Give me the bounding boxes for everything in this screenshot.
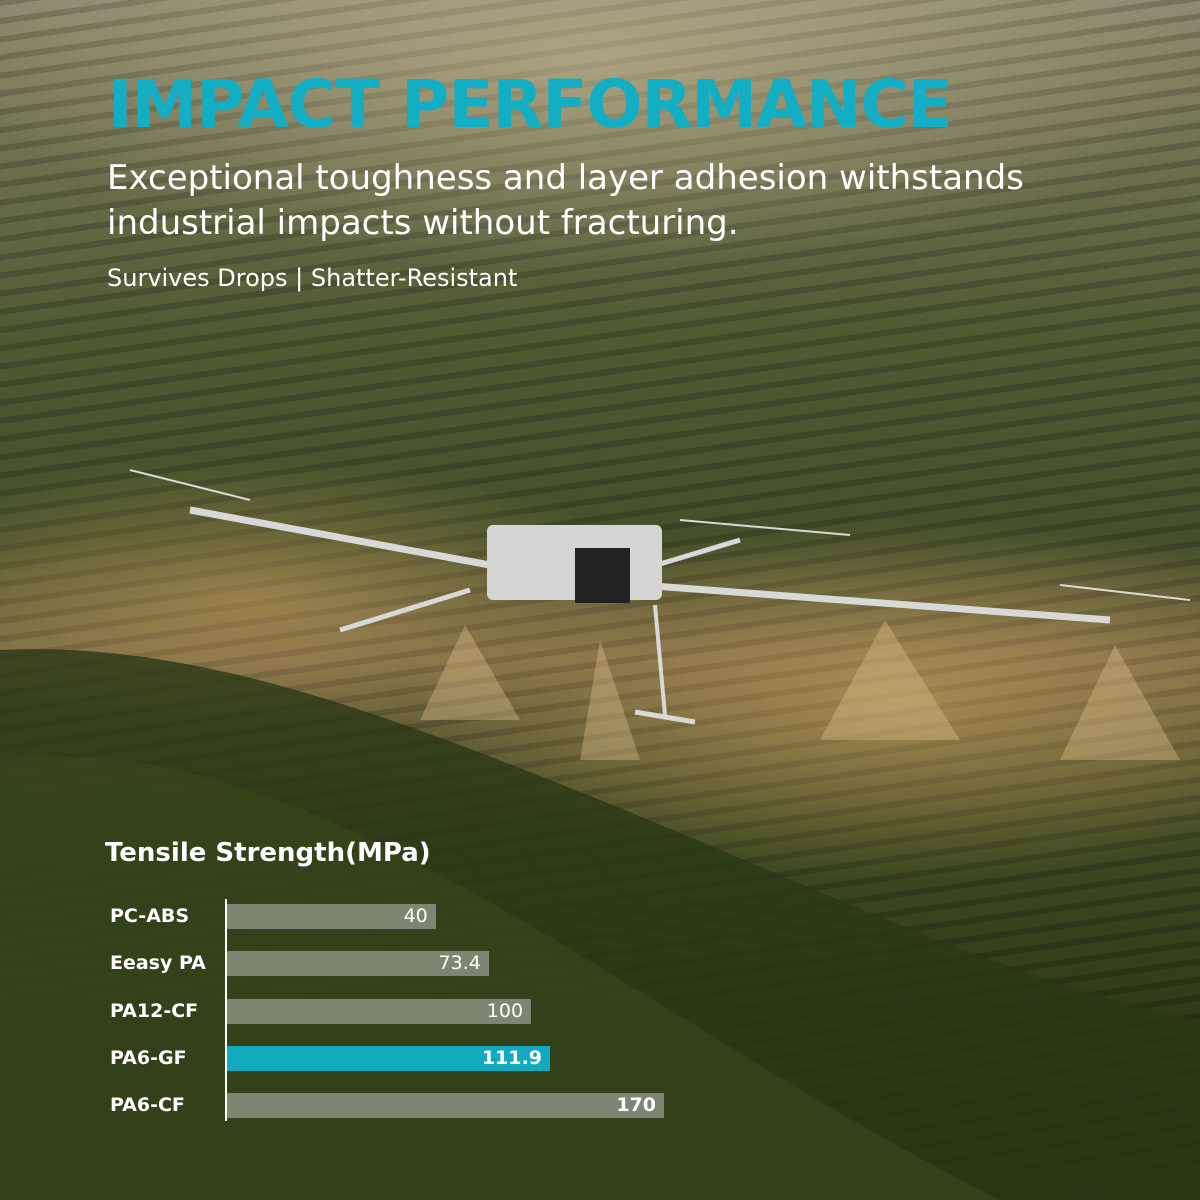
category-label: PA6-CF xyxy=(110,1094,185,1117)
category-label: PA12-CF xyxy=(110,999,199,1022)
data-label: 73.4 xyxy=(438,952,481,975)
category-label: Eeasy PA xyxy=(110,952,206,975)
data-label: 100 xyxy=(486,999,524,1022)
y-axis-line xyxy=(225,899,227,1121)
category-label: PC-ABS xyxy=(110,905,190,927)
data-label: 170 xyxy=(616,1094,656,1117)
data-label: 111.9 xyxy=(481,1046,542,1069)
drone-icon xyxy=(129,469,1191,725)
chart-title: Tensile Strength(MPa) xyxy=(105,838,431,868)
data-label: 40 xyxy=(403,905,428,927)
tagline: Survives Drops | Shatter-Resistant xyxy=(107,264,518,292)
bar: 40 xyxy=(227,904,436,929)
bar: 170 xyxy=(227,1093,664,1119)
bar: 111.9 xyxy=(227,1045,550,1071)
category-label: PA6-GF xyxy=(110,1046,187,1069)
subtitle: Exceptional toughness and layer adhesion… xyxy=(107,158,1024,243)
bar: 73.4 xyxy=(227,951,489,977)
bar: 100 xyxy=(227,998,532,1024)
page-title: IMPACT PERFORMANCE xyxy=(108,66,953,143)
